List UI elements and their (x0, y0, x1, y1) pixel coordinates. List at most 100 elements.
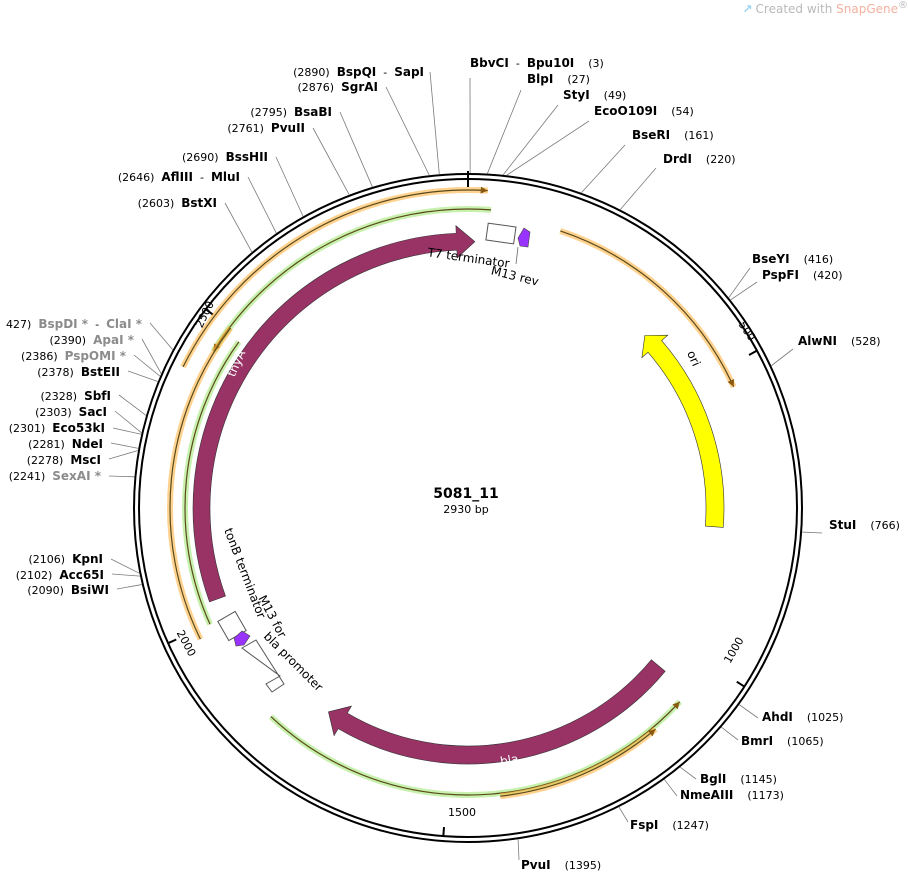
site-enzyme: EcoO109I (594, 104, 657, 118)
site-label-styi[interactable]: StyI (49) (563, 88, 626, 102)
site-label-pspfi[interactable]: PspFI (420) (762, 268, 843, 282)
site-leader (429, 71, 440, 175)
site-label-bsteii[interactable]: (2378) BstEII (37, 365, 120, 379)
orf-arc-top-inner (212, 208, 492, 352)
site-leader (247, 176, 277, 234)
site-position: (2303) (35, 406, 79, 419)
site-position: (2328) (41, 390, 85, 403)
tick-label: 1500 (448, 806, 476, 819)
site-enzyme: NdeI (72, 437, 103, 451)
site-enzyme: AhdI (762, 710, 793, 724)
site-label-sexai[interactable]: (2241) SexAI * (9, 469, 102, 483)
site-label-saci[interactable]: (2303) SacI (35, 405, 107, 419)
site-leader (141, 338, 162, 374)
site-label-msci[interactable]: (2278) MscI (27, 453, 101, 467)
site-enzyme: BspQI (337, 65, 377, 79)
site-label-ahdi[interactable]: AhdI (1025) (762, 710, 843, 724)
site-label-bgli[interactable]: BglI (1145) (700, 772, 777, 786)
site-position: (2690) (182, 151, 226, 164)
site-leader (339, 111, 373, 188)
site-label-bsabi[interactable]: (2795) BsaBI (250, 105, 332, 119)
tick-mark (167, 638, 177, 645)
site-label-bspqi[interactable]: (2890) BspQI - SapI (293, 65, 424, 79)
site-enzyme: SexAI * (52, 469, 101, 483)
site-leader (728, 267, 751, 298)
site-label-pspomi[interactable]: (2386) PspOMI * (21, 349, 127, 363)
site-leader (738, 704, 759, 719)
site-separator: - (88, 318, 106, 331)
site-label-bsiwi[interactable]: (2090) BsiWI (27, 583, 109, 597)
site-leader (108, 450, 139, 460)
site-label-drdi[interactable]: DrdI (220) (663, 152, 736, 166)
site-label-bspdi[interactable]: 427) BspDI * - ClaI * (6, 317, 143, 331)
site-label-kpni[interactable]: (2106) KpnI (29, 552, 103, 566)
site-leader (487, 89, 522, 174)
site-leader (312, 127, 350, 195)
bla-arrow (328, 659, 666, 765)
site-enzyme: PvuI (521, 858, 551, 872)
site-position: (2301) (9, 422, 53, 435)
site-label-beeri[interactable]: BseRI (161) (632, 128, 714, 142)
site-position: (766) (856, 519, 900, 532)
site-label-sgrai[interactable]: (2876) SgrAI (298, 80, 378, 94)
site-label-bmri[interactable]: BmrI (1065) (741, 734, 824, 748)
site-enzyme: NmeAIII (680, 788, 733, 802)
site-label-bseyi[interactable]: BseYI (416) (752, 252, 833, 266)
site-label-sbfi[interactable]: (2328) SbfI (41, 389, 112, 403)
site-label-bstxi[interactable]: (2603) BstXI (138, 196, 217, 210)
site-leader (618, 806, 629, 823)
orf-arc-left-outer (169, 327, 232, 640)
site-label-ndei[interactable]: (2281) NdeI (28, 437, 103, 451)
site-enzyme: BglI (700, 772, 726, 786)
site-label-eco53ki[interactable]: (2301) Eco53kI (9, 421, 105, 435)
site-label-pvui[interactable]: PvuI (1395) (521, 858, 601, 872)
site-label-bbvci[interactable]: BbvCI - Bpu10I (3) (470, 56, 604, 70)
site-label-alwni[interactable]: AlwNI (528) (798, 334, 881, 348)
site-enzyme: PvuII (271, 121, 305, 135)
site-position: (416) (790, 253, 834, 266)
site-label-blpi[interactable]: BlpI (27) (527, 72, 590, 86)
site-position: (528) (837, 335, 881, 348)
site-position: (161) (670, 129, 714, 142)
orf-arc-bottom-orange-head (647, 729, 656, 737)
site-label-stui[interactable]: StuI (766) (829, 518, 900, 532)
site-position: (3) (574, 57, 604, 70)
site-enzyme: BstXI (181, 196, 217, 210)
site-label-fspi[interactable]: FspI (1247) (630, 818, 709, 832)
site-label-eco0109i[interactable]: EcoO109I (54) (594, 104, 694, 118)
site-separator: - (509, 57, 527, 70)
t7-terminator-box (485, 222, 517, 245)
site-enzyme: BstEII (81, 365, 120, 379)
site-label-acc65i[interactable]: (2102) Acc65I (16, 568, 104, 582)
site-enzyme: BmrI (741, 734, 773, 748)
site-leader (110, 442, 139, 449)
site-enzyme: Bpu10I (527, 56, 574, 70)
site-label-pvuii[interactable]: (2761) PvuII (227, 121, 305, 135)
plasmid-length: 2930 bp (443, 503, 488, 516)
site-enzyme: SgrAI (341, 80, 378, 94)
ori-arrow (641, 334, 725, 528)
site-enzyme: DrdI (663, 152, 692, 166)
site-position: (49) (590, 89, 627, 102)
bla-label: bla (499, 752, 519, 769)
site-enzyme: BsiWI (71, 583, 109, 597)
restriction-site-labels: BbvCI - Bpu10I (3) BlpI (27) StyI (49) EcoO… (6, 56, 900, 872)
snapgene-watermark: ↗ Created with SnapGene® (742, 0, 908, 16)
site-enzyme: PspOMI * (65, 349, 127, 363)
site-leader (664, 779, 678, 797)
site-label-afliii[interactable]: (2646) AflIII - MluI (118, 170, 240, 184)
tick-mark (736, 680, 745, 688)
site-position: (2090) (27, 584, 71, 597)
site-position: (2106) (29, 553, 73, 566)
m13-rev-label: M13 rev (490, 263, 541, 288)
site-enzyme: BseRI (632, 128, 670, 142)
site-position: (2386) (21, 350, 65, 363)
site-enzyme: KpnI (72, 552, 103, 566)
site-separator: - (376, 66, 394, 79)
tick-mark (442, 827, 446, 837)
site-label-bsshii[interactable]: (2690) BssHII (182, 150, 268, 164)
site-label-nmeaiii[interactable]: NmeAIII (1173) (680, 788, 784, 802)
site-label-apai[interactable]: (2390) ApaI * (50, 333, 135, 347)
site-position: (1025) (793, 711, 844, 724)
site-enzyme: BseYI (752, 252, 790, 266)
